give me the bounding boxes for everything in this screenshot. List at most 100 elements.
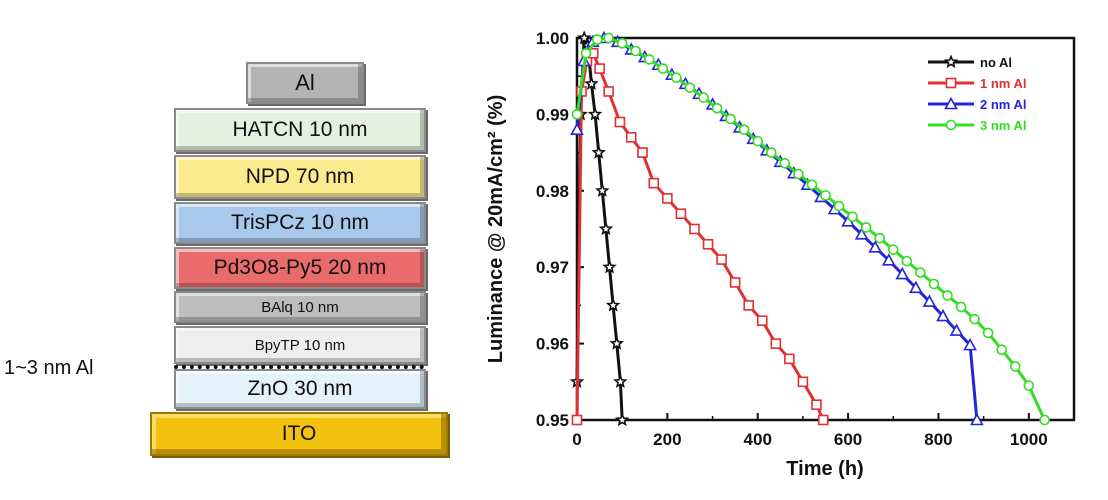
data-point-square <box>689 223 700 235</box>
data-point-triangle <box>895 266 910 280</box>
y-tick-label: 1.00 <box>536 29 569 48</box>
data-point-circle <box>955 301 967 313</box>
legend-item: 1 nm Al <box>928 76 1026 91</box>
x-tick-label: 400 <box>744 430 772 449</box>
data-point-square <box>797 376 809 388</box>
data-point-circle <box>630 45 642 57</box>
data-point-triangle <box>909 280 923 294</box>
data-point-square <box>945 77 957 89</box>
interlayer-label: 1~3 nm Al <box>4 357 94 379</box>
data-point-circle <box>616 38 628 49</box>
x-tick-label: 800 <box>924 430 952 449</box>
data-point-square <box>662 193 673 204</box>
data-point-circle <box>698 92 709 103</box>
y-axis-label: Luminance @ 20mA/cm² (%) <box>485 95 507 363</box>
layer-ito: ITO <box>150 412 448 456</box>
data-point-circle <box>779 157 791 169</box>
data-point-circle <box>996 344 1008 356</box>
data-point-star <box>943 54 959 69</box>
legend-item: 2 nm Al <box>928 96 1026 112</box>
data-point-star <box>598 221 614 236</box>
data-point-triangle <box>922 294 937 307</box>
layer-npd: NPD 70 nm <box>174 155 426 199</box>
x-tick-label: 600 <box>834 430 862 449</box>
data-point-triangle <box>868 240 883 253</box>
legend-label: no Al <box>980 55 1012 70</box>
data-point-circle <box>1023 380 1035 391</box>
data-point-square <box>770 338 782 349</box>
series-line <box>575 36 1046 421</box>
series-layer <box>569 30 1050 427</box>
series-2-nm-al <box>570 30 984 426</box>
data-point-square <box>625 132 637 143</box>
data-point-circle <box>738 124 750 135</box>
layer-label: BAlq 10 nm <box>261 298 339 316</box>
y-tick-label: 0.95 <box>536 411 569 430</box>
data-point-circle <box>643 54 655 65</box>
data-point-circle <box>833 200 845 212</box>
data-point-star <box>577 30 592 45</box>
data-point-star <box>614 412 630 427</box>
data-point-circle <box>725 113 736 125</box>
legend-label: 3 nm Al <box>980 118 1026 133</box>
data-point-square <box>637 147 648 158</box>
data-point-square <box>702 238 714 250</box>
data-point-star <box>613 374 628 388</box>
data-point-circle <box>603 32 614 44</box>
data-point-star <box>609 336 624 350</box>
layer-label: Pd3O8-Py5 20 nm <box>213 256 387 279</box>
plot-frame <box>575 36 1076 422</box>
data-point-circle <box>982 327 994 339</box>
y-tick-label: 0.96 <box>536 335 569 354</box>
data-point-star <box>605 297 621 312</box>
data-point-square <box>603 86 614 97</box>
legend-item: no Al <box>928 54 1012 70</box>
data-point-triangle <box>854 227 869 240</box>
data-point-circle <box>1009 361 1021 372</box>
series-line <box>575 51 825 421</box>
data-point-triangle <box>970 412 984 426</box>
series-no-al <box>569 30 630 427</box>
data-point-circle <box>571 109 583 120</box>
x-tick-label: 200 <box>653 430 681 449</box>
layer-al: Al <box>246 62 364 104</box>
data-point-circle <box>847 211 858 223</box>
data-point-star <box>587 106 603 121</box>
data-point-triangle <box>881 253 896 266</box>
data-point-circle <box>820 190 831 201</box>
layer-bpytp: BpyTP 10 nm <box>174 326 426 364</box>
data-point-square <box>817 414 829 426</box>
device-stack-diagram: Al HATCN 10 nm NPD 70 nm TrisPCz 10 nm P… <box>0 0 520 500</box>
data-point-circle <box>592 34 603 45</box>
data-point-circle <box>969 313 980 325</box>
data-point-circle <box>860 222 872 233</box>
y-tick-label: 0.98 <box>536 182 569 201</box>
layer-label: ITO <box>281 422 317 445</box>
data-point-circle <box>901 255 913 267</box>
data-point-star <box>595 183 610 197</box>
legend-label: 1 nm Al <box>980 76 1026 91</box>
y-tick-label: 0.99 <box>536 105 569 124</box>
data-point-circle <box>928 278 940 290</box>
layer-pd3o8-py5: Pd3O8-Py5 20 nm <box>174 247 426 289</box>
x-tick-label: 0 <box>572 430 581 449</box>
data-point-square <box>743 300 754 311</box>
data-point-square <box>811 399 822 411</box>
data-point-circle <box>657 63 669 74</box>
legend-item: 3 nm Al <box>928 118 1026 133</box>
data-point-square <box>614 116 626 128</box>
layer-zno: ZnO 30 nm <box>174 369 426 409</box>
layer-label: BpyTP 10 nm <box>254 336 346 354</box>
data-point-triangle <box>570 122 584 135</box>
data-point-square <box>648 177 660 189</box>
series-line <box>575 36 979 421</box>
data-point-circle <box>874 232 886 244</box>
data-point-circle <box>887 244 899 255</box>
layer-label: Al <box>295 70 315 95</box>
layer-trispcz: TrisPCz 10 nm <box>174 202 426 244</box>
layer-label: TrisPCz 10 nm <box>230 211 370 234</box>
data-point-circle <box>684 82 696 93</box>
data-point-square <box>716 254 727 265</box>
data-point-circle <box>752 135 764 147</box>
data-point-square <box>571 414 583 426</box>
